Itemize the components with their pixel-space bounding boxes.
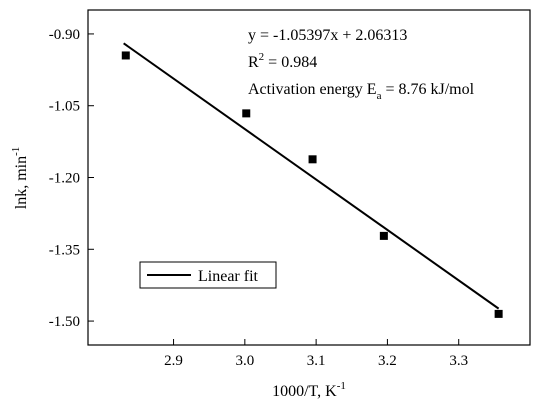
x-axis-label-sup: -1 <box>337 380 346 392</box>
fit-line-group <box>123 42 500 310</box>
fit-equation: y = -1.05397x + 2.06313 <box>248 27 407 44</box>
x-axis-label: 1000/T, K-1 <box>272 380 346 400</box>
y-tick-label: -1.20 <box>49 171 80 187</box>
activation-energy-prefix: Activation energy E <box>248 81 377 98</box>
activation-energy-sub: a <box>377 90 382 102</box>
legend: Linear fit <box>139 261 277 289</box>
y-axis-label: lnk, min-1 <box>10 147 30 210</box>
r-squared-sup: 2 <box>259 51 265 63</box>
data-point <box>379 231 388 240</box>
legend-label: Linear fit <box>198 268 259 285</box>
x-tick-label: 3.1 <box>307 353 326 369</box>
y-tick-label: -1.35 <box>49 242 80 258</box>
data-point <box>242 109 251 118</box>
y-tick-label: -1.05 <box>49 99 80 115</box>
r-squared-value: = 0.984 <box>264 54 317 71</box>
x-tick-label: 3.2 <box>378 353 397 369</box>
y-axis-label-sup: -1 <box>10 147 22 156</box>
x-axis-label-text: 1000/T, K <box>272 383 337 400</box>
ticks: 2.9 3.0 3.1 3.2 3.3 -0.90 -1.05 -1.20 -1.35 -1.50 <box>49 27 468 369</box>
data-point <box>494 309 503 318</box>
y-tick-label: -0.90 <box>49 27 80 43</box>
r-squared: R2 = 0.984 <box>248 51 317 71</box>
r-squared-prefix: R <box>248 54 259 71</box>
data-point <box>308 155 317 164</box>
data-point <box>121 51 130 60</box>
y-axis-label-text: lnk, min <box>13 156 30 209</box>
x-tick-label: 3.3 <box>449 353 468 369</box>
x-tick-label: 2.9 <box>164 353 183 369</box>
activation-energy-value: = 8.76 kJ/mol <box>381 81 474 98</box>
activation-energy: Activation energy Ea = 8.76 kJ/mol <box>248 81 475 102</box>
y-tick-label: -1.50 <box>49 314 80 330</box>
data-points <box>121 51 503 318</box>
x-tick-label: 3.0 <box>235 353 254 369</box>
linear-fit-line <box>123 42 500 310</box>
